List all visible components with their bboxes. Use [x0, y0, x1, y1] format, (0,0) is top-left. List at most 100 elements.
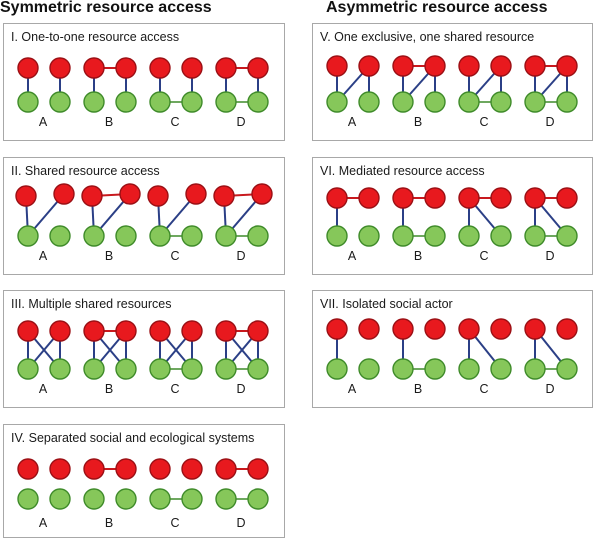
social-actor-node — [83, 57, 105, 79]
ecological-resource-node — [490, 225, 512, 247]
motif-vi-c: C — [458, 187, 512, 263]
panel-frame — [312, 290, 593, 408]
panel-frame — [3, 290, 285, 408]
ecological-resource-node — [524, 91, 546, 113]
ecological-resource-node — [524, 358, 546, 380]
social-actor-node — [49, 57, 71, 79]
ecological-resource-node — [490, 358, 512, 380]
motif-label: A — [348, 382, 357, 396]
motif-iii-a: A — [17, 320, 71, 396]
social-actor-node — [326, 55, 348, 77]
motif-ii-c: C — [147, 183, 207, 263]
social-actor-node — [149, 320, 171, 342]
panel-title: VII. Isolated social actor — [320, 297, 453, 311]
ecological-resource-node — [181, 225, 203, 247]
motif-label: A — [39, 382, 48, 396]
ecological-resource-node — [556, 358, 578, 380]
ecological-resource-node — [358, 358, 380, 380]
motif-label: C — [479, 249, 488, 263]
motif-label: A — [39, 115, 48, 129]
social-actor-node — [424, 187, 446, 209]
motif-iii-b: B — [83, 320, 137, 396]
ecological-resource-node — [358, 225, 380, 247]
motif-label: C — [170, 382, 179, 396]
motif-label: B — [414, 249, 422, 263]
motif-vi-b: B — [392, 187, 446, 263]
ecological-resource-node — [524, 225, 546, 247]
social-actor-node — [115, 57, 137, 79]
ecological-resource-node — [215, 91, 237, 113]
panel-title: I. One-to-one resource access — [11, 30, 179, 44]
ecological-resource-node — [17, 488, 39, 510]
social-actor-node — [119, 183, 141, 205]
ecological-resource-node — [424, 91, 446, 113]
panel-frame — [3, 157, 285, 275]
social-actor-node — [326, 318, 348, 340]
panel-vi: VI. Mediated resource access A B C D — [312, 157, 593, 275]
social-actor-node — [556, 318, 578, 340]
motif-label: A — [39, 249, 48, 263]
ecological-resource-node — [247, 91, 269, 113]
ecological-resource-node — [392, 225, 414, 247]
social-actor-node — [181, 458, 203, 480]
ecological-resource-node — [115, 358, 137, 380]
motif-i-c: C — [149, 57, 203, 129]
motif-label: D — [545, 115, 554, 129]
social-actor-node — [358, 55, 380, 77]
motif-vi-d: D — [524, 187, 578, 263]
motif-label: C — [170, 249, 179, 263]
motif-ii-a: A — [15, 183, 75, 263]
panel-title: VI. Mediated resource access — [320, 164, 485, 178]
panel-title: IV. Separated social and ecological syst… — [11, 431, 254, 445]
ecological-resource-node — [149, 358, 171, 380]
social-actor-node — [524, 318, 546, 340]
ecological-resource-node — [49, 488, 71, 510]
ecological-resource-node — [83, 488, 105, 510]
ecological-resource-node — [49, 358, 71, 380]
ecological-resource-node — [115, 91, 137, 113]
social-actor-node — [490, 187, 512, 209]
motif-label: A — [39, 516, 48, 530]
ecological-resource-node — [326, 358, 348, 380]
ecological-resource-node — [115, 225, 137, 247]
social-actor-node — [149, 458, 171, 480]
motif-label: C — [479, 115, 488, 129]
motif-vi-a: A — [326, 187, 380, 263]
motif-label: D — [236, 249, 245, 263]
motif-vii-d: D — [524, 318, 578, 396]
motif-label: B — [105, 516, 113, 530]
social-actor-node — [185, 183, 207, 205]
motif-label: D — [236, 516, 245, 530]
social-actor-node — [147, 185, 169, 207]
ecological-resource-node — [490, 91, 512, 113]
motif-v-b: B — [392, 55, 446, 129]
motif-i-a: A — [17, 57, 71, 129]
panel-frame — [3, 424, 285, 538]
panel-vii: VII. Isolated social actor A B C D — [312, 290, 593, 408]
ecological-resource-node — [326, 225, 348, 247]
motif-vii-b: B — [392, 318, 446, 396]
motif-label: C — [170, 115, 179, 129]
social-actor-node — [524, 187, 546, 209]
social-actor-node — [215, 458, 237, 480]
panel-ii: II. Shared resource access A B C D — [3, 157, 285, 275]
panel-i: I. One-to-one resource access A B C D — [3, 23, 285, 141]
ecological-resource-node — [247, 225, 269, 247]
social-actor-node — [247, 458, 269, 480]
panel-title: V. One exclusive, one shared resource — [320, 30, 534, 44]
social-actor-node — [115, 320, 137, 342]
social-actor-node — [17, 458, 39, 480]
social-actor-node — [490, 318, 512, 340]
social-actor-node — [392, 318, 414, 340]
social-actor-node — [251, 183, 273, 205]
social-actor-node — [458, 187, 480, 209]
ecological-resource-node — [392, 358, 414, 380]
motif-label: B — [414, 382, 422, 396]
social-actor-node — [247, 57, 269, 79]
motif-vii-a: A — [326, 318, 380, 396]
ecological-resource-node — [83, 225, 105, 247]
panel-title: II. Shared resource access — [11, 164, 160, 178]
ecological-resource-node — [326, 91, 348, 113]
social-actor-node — [556, 187, 578, 209]
social-actor-node — [556, 55, 578, 77]
